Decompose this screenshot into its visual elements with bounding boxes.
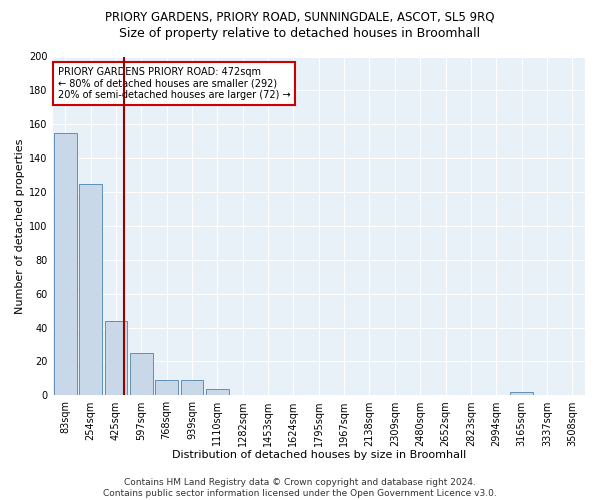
X-axis label: Distribution of detached houses by size in Broomhall: Distribution of detached houses by size … <box>172 450 466 460</box>
Bar <box>104 321 127 396</box>
Bar <box>130 353 152 396</box>
Bar <box>206 388 229 396</box>
Text: PRIORY GARDENS, PRIORY ROAD, SUNNINGDALE, ASCOT, SL5 9RQ: PRIORY GARDENS, PRIORY ROAD, SUNNINGDALE… <box>105 10 495 23</box>
Bar <box>181 380 203 396</box>
Bar <box>54 132 77 396</box>
Text: Contains HM Land Registry data © Crown copyright and database right 2024.
Contai: Contains HM Land Registry data © Crown c… <box>103 478 497 498</box>
Bar <box>155 380 178 396</box>
Bar <box>510 392 533 396</box>
Y-axis label: Number of detached properties: Number of detached properties <box>15 138 25 314</box>
Text: PRIORY GARDENS PRIORY ROAD: 472sqm
← 80% of detached houses are smaller (292)
20: PRIORY GARDENS PRIORY ROAD: 472sqm ← 80%… <box>58 66 290 100</box>
Text: Size of property relative to detached houses in Broomhall: Size of property relative to detached ho… <box>119 28 481 40</box>
Bar <box>79 184 102 396</box>
